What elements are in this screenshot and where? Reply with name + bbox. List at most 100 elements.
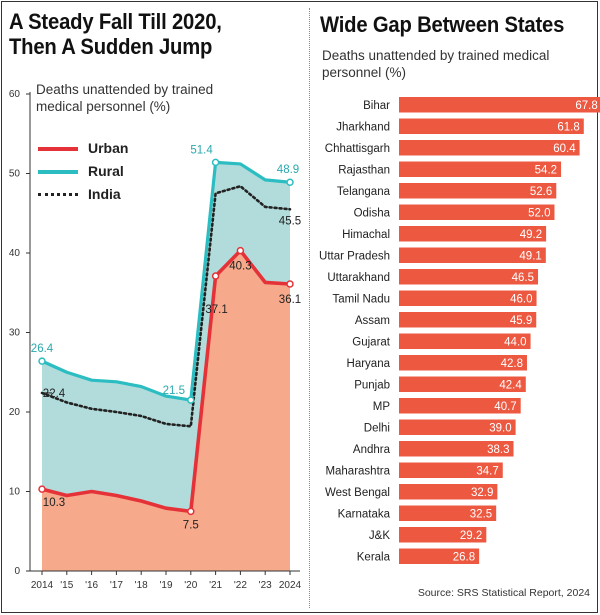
bar bbox=[399, 140, 580, 156]
legend-swatch-urban bbox=[38, 147, 78, 151]
bar bbox=[399, 505, 497, 521]
bar-value-label: 39.0 bbox=[489, 423, 511, 435]
bar-value-label: 45.9 bbox=[510, 315, 532, 327]
bar-value-label: 46.0 bbox=[510, 294, 532, 306]
bar-value-label: 49.1 bbox=[519, 251, 541, 263]
x-tick-label: '23 bbox=[259, 580, 272, 591]
bar-value-label: 60.4 bbox=[553, 143, 576, 155]
x-tick-label: '20 bbox=[184, 580, 197, 591]
bar-value-label: 61.8 bbox=[557, 122, 579, 134]
data-label: 26.4 bbox=[31, 343, 54, 355]
x-tick-label: '18 bbox=[135, 580, 148, 591]
bar-category-label: Himachal bbox=[342, 229, 390, 241]
bar-category-label: Maharashtra bbox=[325, 466, 390, 478]
bar bbox=[399, 118, 584, 134]
right-subtitle-line1: Deaths unattended by trained medical bbox=[322, 48, 550, 63]
bar-value-label: 32.5 bbox=[470, 509, 492, 521]
bar bbox=[399, 419, 516, 435]
bar-category-label: Assam bbox=[355, 315, 390, 327]
bar-value-label: 49.2 bbox=[520, 229, 542, 241]
y-tick-label: 50 bbox=[9, 169, 21, 180]
bar-category-label: West Bengal bbox=[325, 487, 390, 499]
bar-category-label: Odisha bbox=[354, 208, 391, 220]
bar-value-label: 29.2 bbox=[460, 530, 482, 542]
bar-value-label: 40.7 bbox=[494, 401, 516, 413]
right-subtitle-line2: personnel (%) bbox=[322, 65, 407, 80]
bar-category-label: Rajasthan bbox=[338, 165, 390, 177]
bar bbox=[399, 355, 527, 371]
bar-value-label: 54.2 bbox=[535, 165, 557, 177]
data-label: 7.5 bbox=[183, 519, 199, 531]
x-tick-label: '21 bbox=[209, 580, 222, 591]
data-label: 37.1 bbox=[205, 304, 227, 316]
bar-value-label: 38.3 bbox=[487, 444, 509, 456]
bar-value-label: 67.8 bbox=[575, 100, 597, 112]
data-label: 22.4 bbox=[43, 388, 66, 400]
y-tick-label: 10 bbox=[9, 487, 21, 498]
bar bbox=[399, 161, 562, 177]
bar bbox=[399, 527, 487, 543]
legend-label-india: India bbox=[88, 186, 121, 202]
x-tick-label: '17 bbox=[110, 580, 123, 591]
bar-value-label: 44.0 bbox=[504, 337, 526, 349]
bar-category-label: Andhra bbox=[353, 444, 391, 456]
bar-value-label: 32.9 bbox=[471, 487, 493, 499]
y-tick-label: 30 bbox=[9, 328, 21, 339]
legend-swatch-rural bbox=[38, 170, 78, 174]
bar-category-label: Punjab bbox=[354, 380, 390, 392]
data-label: 48.9 bbox=[277, 164, 299, 176]
data-label: 21.5 bbox=[163, 385, 185, 397]
x-tick-label: '19 bbox=[159, 580, 172, 591]
bar bbox=[399, 441, 514, 457]
bar-value-label: 52.6 bbox=[530, 186, 552, 198]
bar bbox=[399, 376, 526, 392]
bar bbox=[399, 97, 600, 113]
data-point-marker bbox=[236, 246, 245, 255]
bar bbox=[399, 312, 537, 328]
rural-line bbox=[41, 160, 291, 402]
data-point-marker bbox=[286, 178, 294, 186]
bar-category-label: Jharkhand bbox=[336, 122, 390, 134]
bar-category-label: Chhattisgarh bbox=[325, 143, 390, 155]
bar-value-label: 42.4 bbox=[499, 380, 522, 392]
bar-category-label: Kerala bbox=[357, 552, 391, 564]
x-tick-label: '16 bbox=[85, 580, 98, 591]
bar-category-label: Tamil Nadu bbox=[332, 294, 390, 306]
panel-divider bbox=[309, 8, 311, 608]
urban-line bbox=[41, 248, 291, 514]
bar-category-label: Uttar Pradesh bbox=[319, 251, 390, 263]
bar-category-label: Haryana bbox=[347, 358, 391, 370]
bar bbox=[399, 269, 539, 285]
bar-value-label: 46.5 bbox=[512, 272, 534, 284]
data-point-marker bbox=[187, 396, 195, 404]
bar-chart: Bihar 67.8 Jharkhand 61.8 Chhattisgarh 60.4 Ra… bbox=[319, 97, 600, 564]
bar bbox=[399, 290, 537, 306]
bar-category-label: Karnataka bbox=[338, 509, 391, 521]
bar bbox=[399, 462, 503, 478]
data-point-marker bbox=[38, 485, 46, 493]
y-tick-label: 40 bbox=[9, 248, 21, 259]
bar bbox=[399, 548, 480, 564]
bar-value-label: 42.8 bbox=[501, 358, 523, 370]
data-point-marker bbox=[38, 357, 46, 365]
y-tick-label: 0 bbox=[14, 566, 20, 577]
bar bbox=[399, 333, 531, 349]
left-subtitle-line2: medical personnel (%) bbox=[36, 99, 171, 114]
bar-category-label: Uttarakhand bbox=[327, 272, 390, 284]
left-title-line1: A Steady Fall Till 2020, bbox=[9, 9, 222, 34]
left-title-line2: Then A Sudden Jump bbox=[9, 34, 213, 59]
data-label: 40.3 bbox=[229, 261, 251, 273]
urban-area bbox=[42, 250, 290, 572]
data-label: 10.3 bbox=[43, 497, 65, 509]
source-note: Source: SRS Statistical Report, 2024 bbox=[417, 587, 590, 599]
bar-category-label: Gujarat bbox=[352, 337, 391, 349]
x-tick-label: 2024 bbox=[279, 580, 302, 591]
bar-category-label: Bihar bbox=[363, 100, 390, 112]
india-line bbox=[40, 184, 292, 428]
data-point-marker bbox=[286, 280, 294, 288]
legend-label-urban: Urban bbox=[88, 140, 129, 156]
bar bbox=[399, 398, 521, 414]
y-tick-label: 20 bbox=[9, 407, 21, 418]
data-label: 51.4 bbox=[190, 144, 213, 156]
